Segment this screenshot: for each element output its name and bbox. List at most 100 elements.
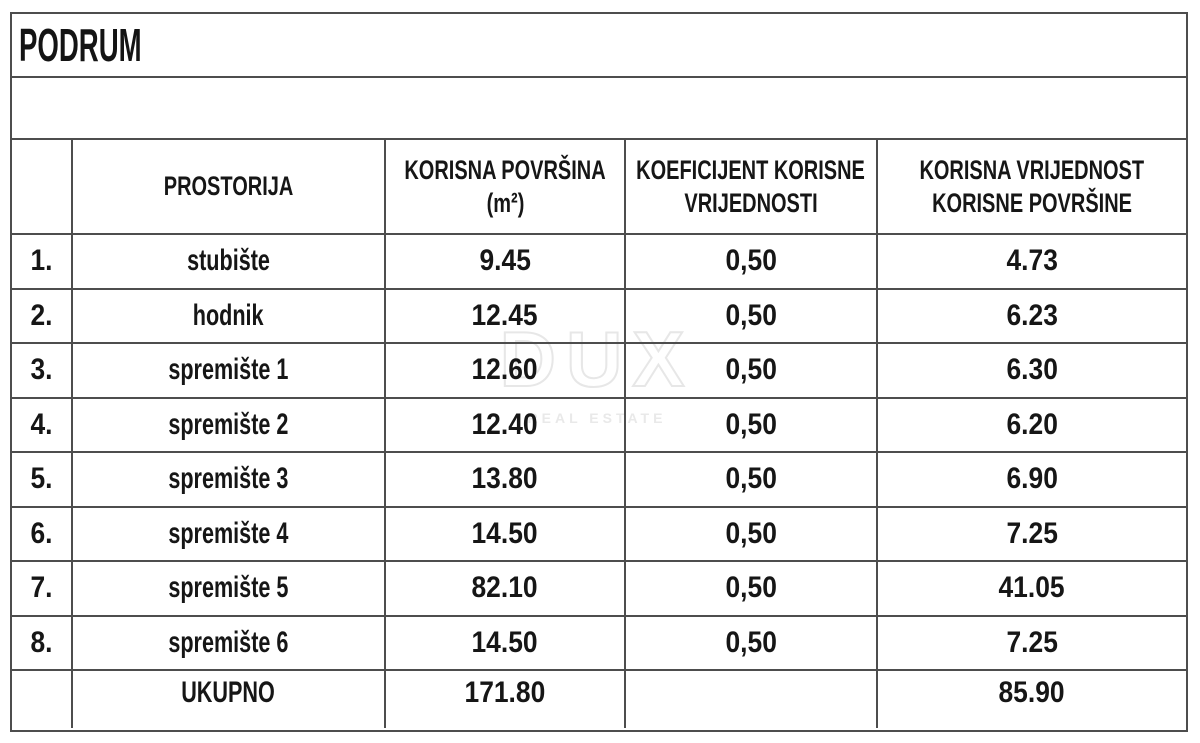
row-2-area-cell: 12.45 [386,289,626,344]
row-1-value-cell: 4.73 [878,235,1186,290]
row-6-room-cell: spremište 4 [73,507,386,562]
header-room-cell: PROSTORIJA [73,140,386,235]
row-3-area-cell: 12.60 [386,344,626,399]
area-table: PROSTORIJA KORISNA POVRŠINA (m²) KOEFICI… [12,140,1186,728]
row-4-value-cell: 6.20 [878,399,1186,453]
total-value-cell: 85.90 [878,671,1186,728]
row-number: 6. [30,516,53,550]
row-5-coeff-cell: 0,50 [626,453,878,508]
row-4-room-cell: spremište 2 [73,398,386,453]
row-6-coeff-cell: 0,50 [626,507,878,562]
coeff-value: 0,50 [725,625,777,659]
watermark: DUX REAL ESTATE [492,319,702,426]
row-2-coeff-cell: 0,50 [626,289,878,344]
header-num-cell [12,140,73,235]
title-row: PODRUM [12,14,1186,78]
row-3-value-cell: 6.30 [878,344,1186,399]
row-7-number-cell: 7. [12,562,73,617]
area-value: 12.60 [471,353,539,387]
room-name: spremište 4 [168,516,289,550]
room-name: spremište 3 [168,462,289,496]
spacer-row [12,78,1186,140]
row-8-coeff-cell: 0,50 [626,616,878,671]
total-label: UKUPNO [181,676,276,709]
total-number-cell [12,671,73,728]
useful-value: 6.30 [1006,353,1058,387]
row-number: 1. [30,244,53,278]
area-value: 14.50 [471,625,539,659]
total-label-cell: UKUPNO [73,671,386,728]
row-3-coeff-cell: 0,50 [626,344,878,399]
coeff-value: 0,50 [725,353,777,387]
header-coeff-label-line1: KOEFICIJENT KORISNE [636,154,866,185]
row-6-area-cell: 14.50 [386,507,626,562]
row-3-number-cell: 3. [12,344,73,399]
row-1-coeff-cell: 0,50 [626,235,878,290]
coeff-value: 0,50 [725,244,777,278]
row-number: 8. [30,625,53,659]
room-name: stubište [187,244,270,278]
row-1-number-cell: 1. [12,235,73,290]
row-2-value-cell: 6.23 [878,290,1186,344]
row-number: 7. [30,571,53,605]
useful-value: 41.05 [998,571,1066,605]
header-coeff-cell: KOEFICIJENT KORISNE VRIJEDNOSTI [626,140,878,235]
row-number: 5. [30,462,53,496]
row-6-value-cell: 7.25 [878,508,1186,562]
row-number: 4. [30,407,53,441]
coeff-value: 0,50 [725,407,777,441]
useful-value: 7.25 [1006,516,1058,550]
room-name: spremište 6 [168,625,289,659]
room-name: spremište 2 [168,407,289,441]
row-4-coeff-cell: 0,50 [626,398,878,453]
total-useful-value: 85.90 [998,676,1066,709]
row-2-room-cell: hodnik [73,289,386,344]
room-name: spremište 5 [168,571,289,605]
row-6-number-cell: 6. [12,507,73,562]
useful-value: 6.20 [1006,407,1058,441]
area-value: 14.50 [471,516,539,550]
useful-value: 4.73 [1006,244,1058,278]
room-name: hodnik [193,298,264,332]
row-8-number-cell: 8. [12,616,73,671]
total-area-cell: 171.80 [386,671,626,728]
document-frame: PODRUM PROSTORIJA KORISNA POVRŠINA (m²) … [10,12,1188,732]
row-number: 3. [30,353,53,387]
total-area-value: 171.80 [464,676,546,709]
row-7-coeff-cell: 0,50 [626,562,878,617]
header-value-label-line2: KORISNE POVRŠINE [932,187,1132,218]
area-value: 12.45 [471,298,539,332]
header-area-cell: KORISNA POVRŠINA (m²) [386,140,626,235]
row-8-value-cell: 7.25 [878,617,1186,671]
useful-value: 7.25 [1006,625,1058,659]
coeff-value: 0,50 [725,516,777,550]
page-title: PODRUM [19,19,142,71]
header-coeff-label-line2: VRIJEDNOSTI [684,187,818,218]
header-value-cell: KORISNA VRIJEDNOST KORISNE POVRŠINE [878,140,1186,235]
row-7-room-cell: spremište 5 [73,562,386,617]
watermark-subtitle-text: REAL ESTATE [527,410,667,426]
area-value: 82.10 [471,571,539,605]
header-area-label-line1: KORISNA POVRŠINA [404,154,606,185]
row-8-area-cell: 14.50 [386,616,626,671]
header-area-label-line2: (m²) [486,187,524,218]
area-value: 9.45 [479,244,531,278]
row-4-area-cell: 12.40 [386,398,626,453]
area-value: 13.80 [471,462,539,496]
coeff-value: 0,50 [725,298,777,332]
area-value: 12.40 [471,407,539,441]
row-5-number-cell: 5. [12,453,73,508]
row-8-room-cell: spremište 6 [73,616,386,671]
row-2-number-cell: 2. [12,289,73,344]
header-room-label: PROSTORIJA [163,171,294,201]
header-value-label-line1: KORISNA VRIJEDNOST [919,154,1145,185]
total-coeff-cell [626,671,878,728]
row-5-value-cell: 6.90 [878,453,1186,508]
row-4-number-cell: 4. [12,398,73,453]
row-3-room-cell: spremište 1 [73,344,386,399]
useful-value: 6.90 [1006,462,1058,496]
useful-value: 6.23 [1006,298,1058,332]
room-name: spremište 1 [168,353,289,387]
coeff-value: 0,50 [725,571,777,605]
